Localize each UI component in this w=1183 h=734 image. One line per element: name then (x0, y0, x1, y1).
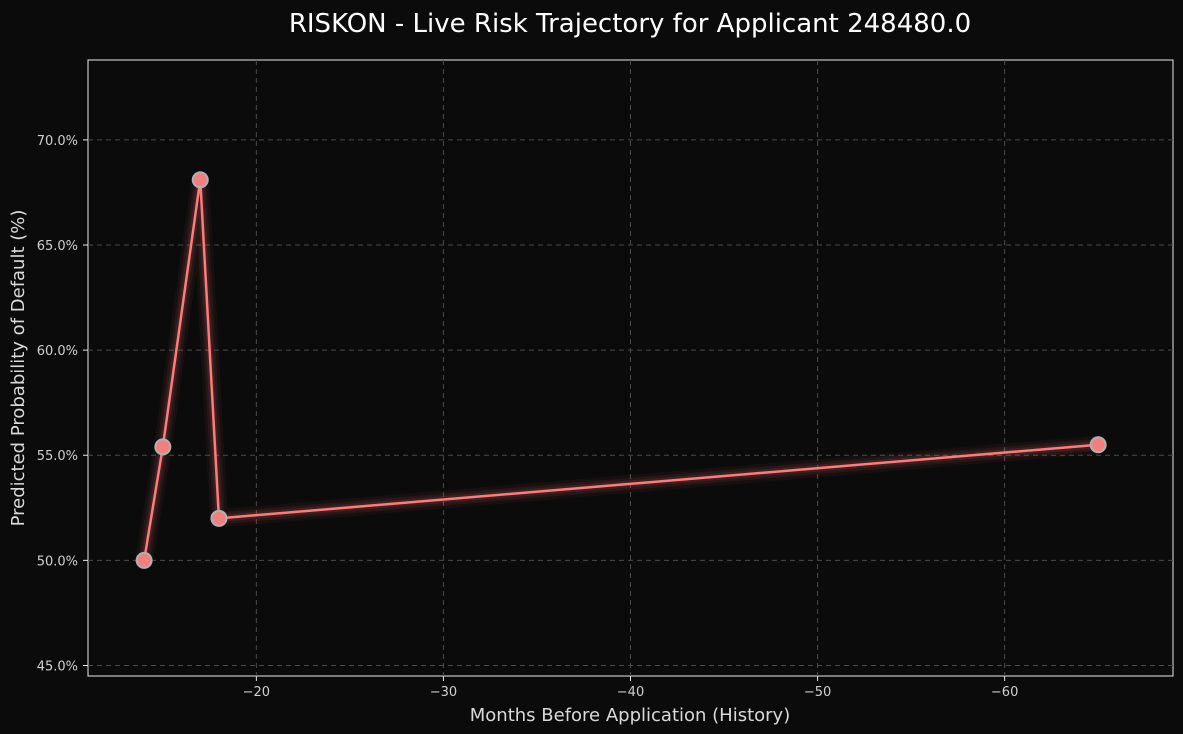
data-point (210, 509, 228, 527)
data-point (1089, 436, 1107, 454)
axis-ticks: −20 −30 −40 −50 −60 45.0% 50.0% 55.0% 60.0% 65.0%… (37, 134, 1019, 700)
data-point (135, 551, 153, 569)
series-layer (135, 170, 1108, 570)
y-tick-label: 70.0% (37, 134, 78, 149)
y-tick-label: 45.0% (37, 659, 78, 674)
data-point (154, 438, 172, 456)
y-tick-label: 65.0% (37, 239, 78, 254)
x-tick-label: −40 (617, 685, 644, 700)
y-axis-label: Predicted Probability of Default (%) (8, 210, 29, 527)
x-tick-label: −60 (991, 685, 1018, 700)
x-axis-label: Months Before Application (History) (470, 705, 790, 726)
data-point (191, 171, 209, 189)
chart-title: RISKON - Live Risk Trajectory for Applic… (289, 9, 971, 39)
x-tick-label: −30 (430, 685, 457, 700)
x-tick-label: −50 (804, 685, 831, 700)
y-tick-label: 60.0% (37, 344, 78, 359)
x-tick-label: −20 (243, 685, 270, 700)
y-tick-label: 55.0% (37, 449, 78, 464)
y-tick-label: 50.0% (37, 554, 78, 569)
grid-lines (88, 60, 1173, 676)
